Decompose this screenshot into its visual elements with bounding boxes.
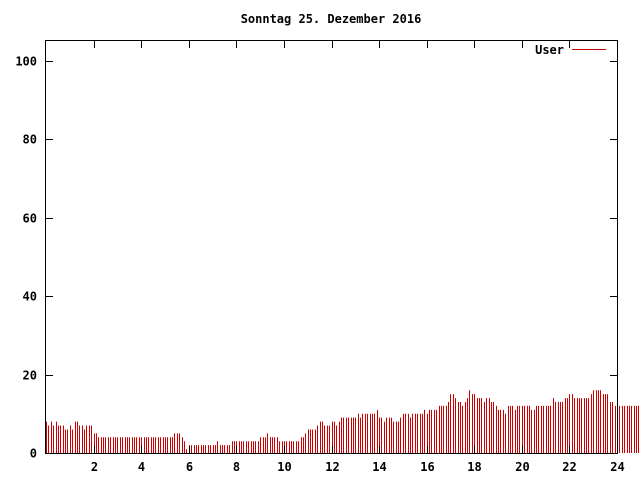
x-axis: 2 4 6 8 10 12 14 16 18 20 22 24 [91, 41, 625, 474]
x-tick-label: 16 [420, 460, 434, 474]
bar-series [46, 390, 639, 453]
chart-title: Sonntag 25. Dezember 2016 [241, 12, 422, 26]
x-tick-label: 2 [91, 460, 98, 474]
x-tick-label: 14 [372, 460, 386, 474]
x-tick-label: 6 [186, 460, 193, 474]
legend: User [535, 43, 606, 57]
legend-label: User [535, 43, 564, 57]
x-tick-label: 18 [467, 460, 481, 474]
y-tick-label: 0 [30, 447, 37, 461]
x-tick-label: 10 [277, 460, 291, 474]
x-tick-label: 8 [233, 460, 240, 474]
x-tick-label: 4 [138, 460, 145, 474]
x-tick-label: 22 [562, 460, 576, 474]
y-tick-label: 100 [15, 55, 37, 69]
plot-frame [45, 40, 618, 454]
y-axis: 0 20 40 60 80 100 [15, 55, 617, 461]
x-tick-label: 12 [325, 460, 339, 474]
x-tick-label: 24 [610, 460, 624, 474]
y-tick-label: 60 [23, 212, 37, 226]
y-tick-label: 80 [23, 133, 37, 147]
x-tick-label: 20 [515, 460, 529, 474]
y-tick-label: 20 [23, 369, 37, 383]
y-tick-label: 40 [23, 290, 37, 304]
